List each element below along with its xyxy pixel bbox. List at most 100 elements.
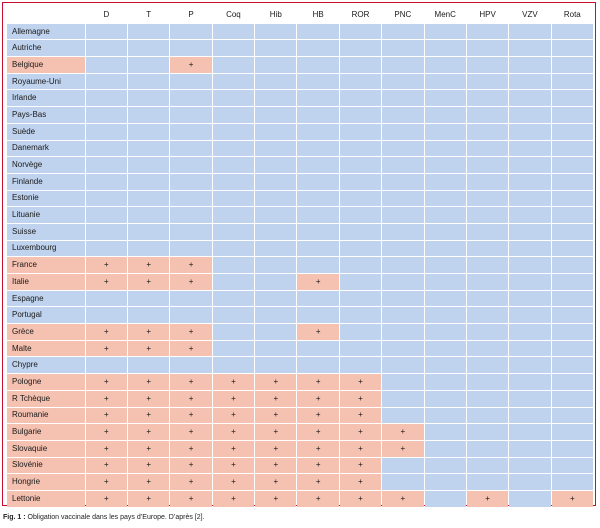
vaccine-cell — [382, 107, 424, 123]
caption-label: Fig. 1 : — [3, 514, 26, 521]
vaccine-cell — [424, 73, 466, 90]
vaccine-cell: + — [297, 324, 339, 340]
vaccine-cell — [466, 307, 509, 324]
vaccine-cell — [212, 123, 255, 140]
vaccine-cell: + — [297, 474, 339, 490]
vaccine-cell — [297, 240, 339, 257]
vaccine-cell — [297, 90, 339, 107]
vaccine-cell — [255, 123, 297, 140]
vaccine-cell — [509, 440, 551, 457]
vaccine-cell — [255, 23, 297, 40]
vaccine-cell — [170, 23, 212, 40]
vaccine-cell — [212, 324, 255, 340]
vaccine-cell: + — [85, 390, 128, 407]
vaccine-cell — [466, 90, 509, 107]
vaccine-cell — [424, 340, 466, 357]
vaccine-cell — [466, 374, 509, 390]
column-header: D — [85, 7, 128, 23]
vaccine-cell — [212, 307, 255, 324]
vaccine-cell — [509, 23, 551, 40]
country-name: Slovénie — [7, 457, 85, 474]
vaccine-cell — [212, 73, 255, 90]
vaccine-cell — [255, 223, 297, 240]
country-name: Chypre — [7, 357, 85, 374]
vaccine-cell — [509, 390, 551, 407]
column-header: HB — [297, 7, 339, 23]
vaccine-cell — [466, 240, 509, 257]
vaccine-cell — [382, 173, 424, 190]
vaccine-cell — [85, 207, 128, 223]
vaccine-cell — [551, 240, 593, 257]
vaccine-cell — [382, 407, 424, 424]
vaccine-cell: + — [170, 424, 212, 440]
vaccine-cell — [85, 290, 128, 307]
table-row: Suisse — [7, 223, 593, 240]
vaccine-cell — [85, 240, 128, 257]
vaccine-cell: + — [297, 490, 339, 507]
vaccine-cell — [466, 190, 509, 207]
vaccine-cell — [509, 157, 551, 173]
country-name: Bulgarie — [7, 424, 85, 440]
table-row: Norvège — [7, 157, 593, 173]
country-name: Pays-Bas — [7, 107, 85, 123]
vaccine-cell — [85, 307, 128, 324]
vaccine-cell — [551, 257, 593, 273]
vaccine-cell — [509, 424, 551, 440]
vaccine-cell — [551, 190, 593, 207]
vaccine-cell — [170, 240, 212, 257]
vaccine-cell — [424, 157, 466, 173]
vaccine-cell: + — [297, 390, 339, 407]
vaccine-cell: + — [85, 490, 128, 507]
vaccine-cell — [551, 207, 593, 223]
vaccine-cell — [551, 123, 593, 140]
vaccine-cell: + — [85, 324, 128, 340]
vaccine-cell — [212, 290, 255, 307]
vaccine-cell — [255, 173, 297, 190]
vaccine-cell: + — [85, 257, 128, 273]
vaccine-cell — [382, 40, 424, 57]
vaccine-cell — [255, 157, 297, 173]
vaccine-cell — [255, 140, 297, 157]
vaccine-cell — [85, 73, 128, 90]
vaccine-cell — [466, 457, 509, 474]
vaccine-cell — [128, 290, 170, 307]
vaccine-cell — [382, 190, 424, 207]
vaccine-cell: + — [128, 274, 170, 290]
vaccine-cell — [466, 474, 509, 490]
vaccine-cell — [339, 173, 382, 190]
vaccine-cell — [551, 274, 593, 290]
vaccine-cell — [382, 73, 424, 90]
vaccine-cell: + — [339, 374, 382, 390]
vaccine-cell — [382, 457, 424, 474]
vaccine-cell — [339, 324, 382, 340]
vaccine-cell — [466, 140, 509, 157]
vaccine-cell — [382, 123, 424, 140]
vaccine-cell — [255, 40, 297, 57]
vaccine-cell — [212, 240, 255, 257]
country-name: Malte — [7, 340, 85, 357]
vaccine-cell — [255, 90, 297, 107]
vaccine-cell — [339, 240, 382, 257]
table-row: Finlande — [7, 173, 593, 190]
table-body: Allemagne Autriche Belgique + Royaume-Uni Irl… — [7, 23, 593, 507]
vaccine-cell — [170, 357, 212, 374]
country-name: Roumanie — [7, 407, 85, 424]
vaccine-cell — [85, 57, 128, 73]
country-name: France — [7, 257, 85, 273]
vaccine-cell — [212, 340, 255, 357]
vaccine-cell — [382, 223, 424, 240]
vaccine-cell: + — [85, 440, 128, 457]
vaccine-cell — [255, 57, 297, 73]
vaccine-cell — [466, 440, 509, 457]
vaccine-cell — [382, 374, 424, 390]
vaccine-cell — [424, 207, 466, 223]
vaccine-cell — [85, 23, 128, 40]
vaccine-cell — [339, 140, 382, 157]
vaccine-cell: + — [382, 490, 424, 507]
vaccine-cell — [424, 40, 466, 57]
vaccine-cell — [466, 257, 509, 273]
vaccine-cell — [551, 407, 593, 424]
vaccine-cell — [128, 140, 170, 157]
vaccine-cell — [212, 223, 255, 240]
vaccine-cell — [466, 324, 509, 340]
